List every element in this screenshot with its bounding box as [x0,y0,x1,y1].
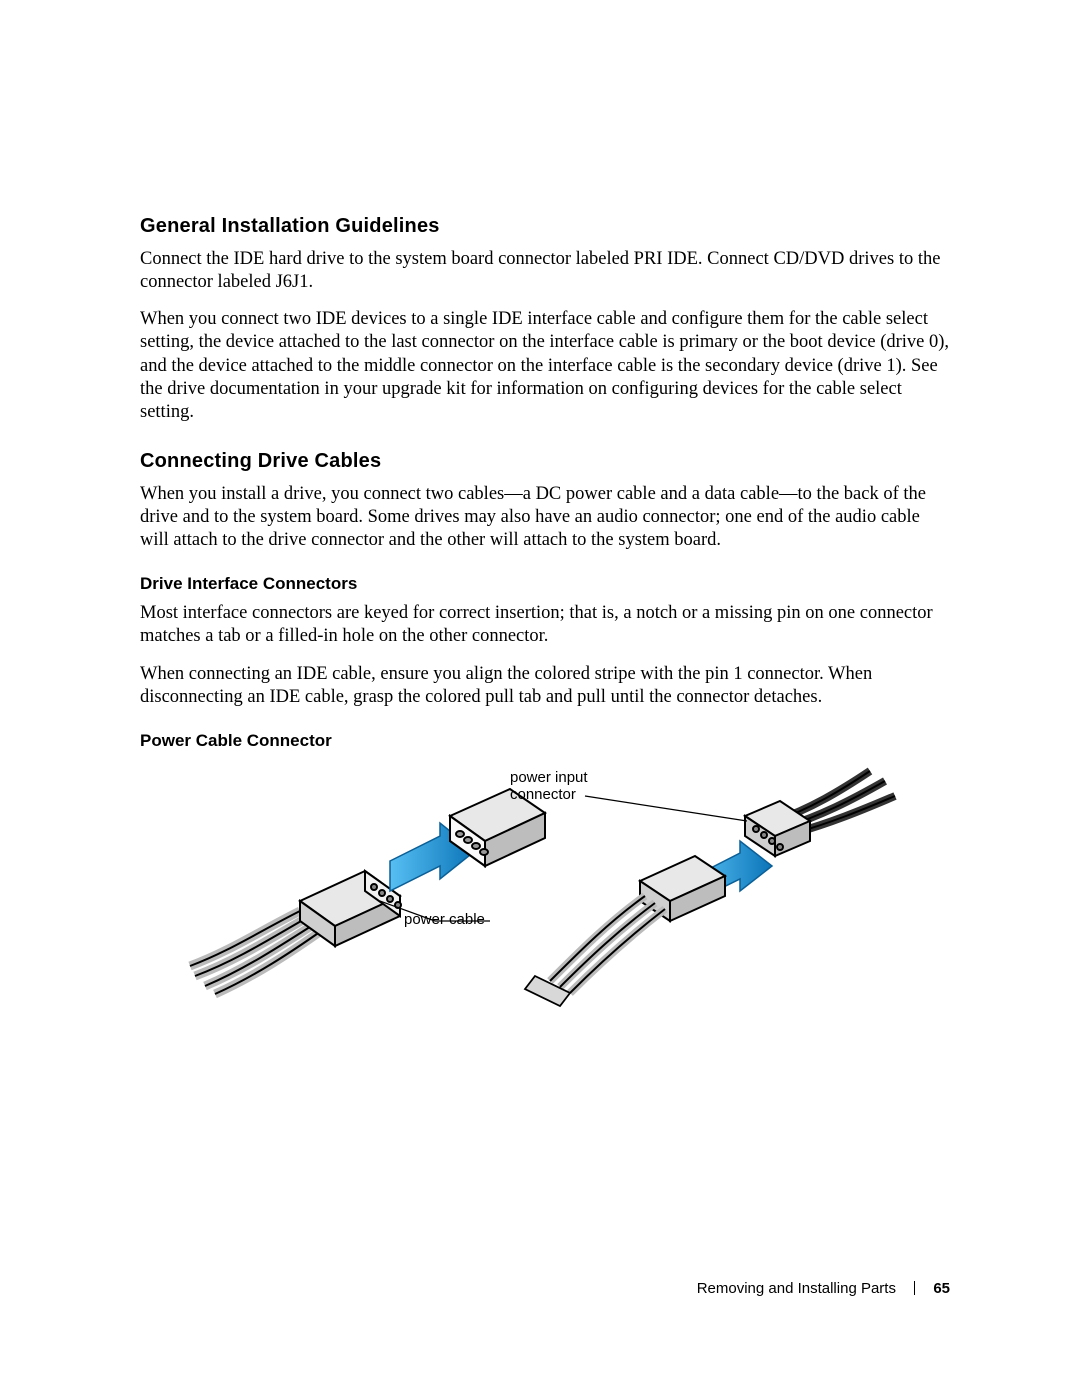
footer-separator [914,1281,915,1295]
subheading-power-cable-connector: Power Cable Connector [140,731,950,751]
heading-connecting-drive-cables: Connecting Drive Cables [140,450,950,473]
paragraph: Connect the IDE hard drive to the system… [140,248,950,294]
paragraph: When you install a drive, you connect tw… [140,483,950,552]
footer-page-number: 65 [933,1280,950,1297]
heading-general-installation: General Installation Guidelines [140,215,950,238]
power-cable-figure: power input connector power cable [140,761,900,1016]
subheading-drive-interface-connectors: Drive Interface Connectors [140,574,950,594]
paragraph: When you connect two IDE devices to a si… [140,308,950,424]
footer-section-name: Removing and Installing Parts [697,1280,896,1297]
figure-label-power-input-connector: power input connector [510,769,588,804]
page: General Installation Guidelines Connect … [0,0,1080,1397]
paragraph: When connecting an IDE cable, ensure you… [140,663,950,709]
page-footer: Removing and Installing Parts 65 [697,1280,950,1297]
paragraph: Most interface connectors are keyed for … [140,602,950,648]
figure-label-power-cable: power cable [404,911,485,928]
